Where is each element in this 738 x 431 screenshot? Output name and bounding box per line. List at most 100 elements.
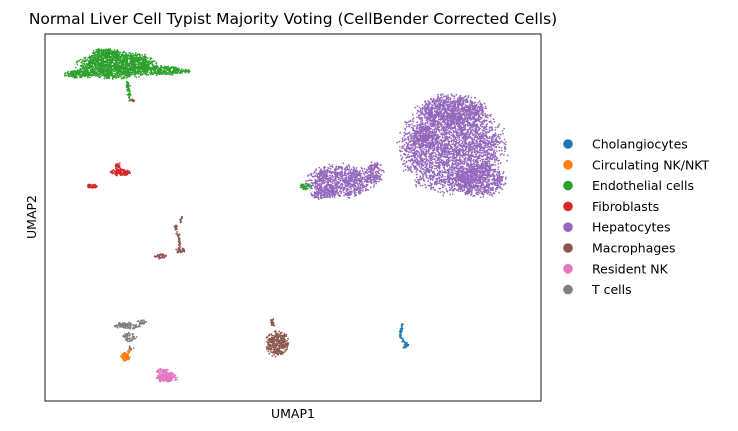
data-point [159, 69, 162, 72]
data-point [114, 57, 117, 60]
data-point [402, 340, 405, 343]
data-point [406, 155, 409, 158]
data-point [463, 163, 466, 165]
data-point [493, 156, 495, 158]
data-point [155, 67, 157, 70]
data-point [459, 152, 462, 155]
data-point [415, 170, 418, 173]
data-point [493, 158, 496, 160]
data-point [419, 114, 421, 116]
data-point [460, 139, 462, 142]
data-point [445, 147, 447, 150]
data-point [125, 68, 128, 70]
data-point [118, 169, 121, 172]
data-point [463, 145, 466, 148]
data-point [111, 60, 113, 63]
data-point [140, 70, 143, 73]
data-point [115, 163, 118, 166]
data-point [481, 140, 484, 143]
data-point [91, 68, 94, 71]
data-point [184, 71, 187, 74]
data-point [405, 157, 408, 159]
data-point [494, 164, 497, 166]
data-point [118, 53, 121, 56]
data-point [497, 166, 500, 168]
data-point [403, 147, 405, 150]
data-point [132, 54, 135, 57]
data-point [410, 151, 412, 154]
data-point [400, 325, 403, 328]
data-point [303, 185, 305, 187]
data-point [499, 162, 502, 164]
data-point [407, 132, 410, 135]
data-point [436, 159, 439, 162]
data-point [128, 55, 131, 57]
data-point [504, 141, 507, 143]
data-point [419, 116, 422, 119]
data-point [427, 177, 430, 180]
data-point [409, 149, 412, 151]
data-point [128, 52, 130, 54]
data-point [185, 70, 188, 73]
data-point [125, 86, 128, 88]
data-point [112, 70, 115, 72]
data-point [120, 62, 123, 65]
data-point [500, 147, 503, 149]
data-point [436, 169, 439, 172]
data-point [167, 67, 169, 70]
data-point [137, 69, 140, 72]
data-point [441, 169, 443, 172]
data-point [135, 71, 138, 74]
data-point [411, 119, 414, 121]
data-point [78, 74, 80, 77]
data-point [121, 66, 124, 69]
data-point [137, 59, 139, 62]
data-point [120, 174, 123, 176]
data-point [134, 75, 136, 77]
data-point [94, 186, 97, 189]
data-point [416, 167, 418, 170]
data-point [91, 54, 94, 57]
data-point [455, 141, 458, 144]
data-point [479, 132, 482, 135]
data-point [411, 123, 413, 125]
data-point [412, 125, 415, 127]
series-circulating-nk-nkt [119, 349, 132, 362]
data-point [427, 148, 430, 151]
data-point [439, 139, 441, 141]
data-point [76, 76, 78, 79]
data-point [305, 188, 307, 190]
data-point [123, 353, 125, 356]
data-point [125, 174, 128, 176]
data-point [129, 66, 131, 69]
data-point [402, 137, 404, 139]
data-point [121, 356, 123, 358]
data-point [404, 154, 407, 156]
data-point [429, 179, 432, 181]
data-point [401, 147, 404, 149]
data-point [413, 153, 416, 155]
data-point [72, 70, 75, 73]
data-point [147, 62, 149, 64]
data-point [450, 126, 453, 129]
data-point [144, 62, 147, 65]
data-point [439, 183, 442, 186]
data-point [135, 52, 137, 54]
data-point [120, 73, 123, 76]
data-point [128, 93, 131, 96]
data-point [115, 66, 118, 68]
data-point [146, 57, 149, 60]
data-point [122, 62, 124, 64]
data-point [129, 60, 132, 63]
data-point [95, 53, 98, 56]
data-point [449, 166, 451, 169]
data-point [424, 184, 426, 186]
data-point [407, 153, 410, 156]
data-point [441, 132, 444, 135]
data-point [172, 67, 175, 70]
data-point [457, 148, 460, 151]
data-point [106, 59, 109, 61]
data-point [127, 57, 130, 60]
data-point [163, 72, 165, 75]
data-point [493, 136, 496, 138]
